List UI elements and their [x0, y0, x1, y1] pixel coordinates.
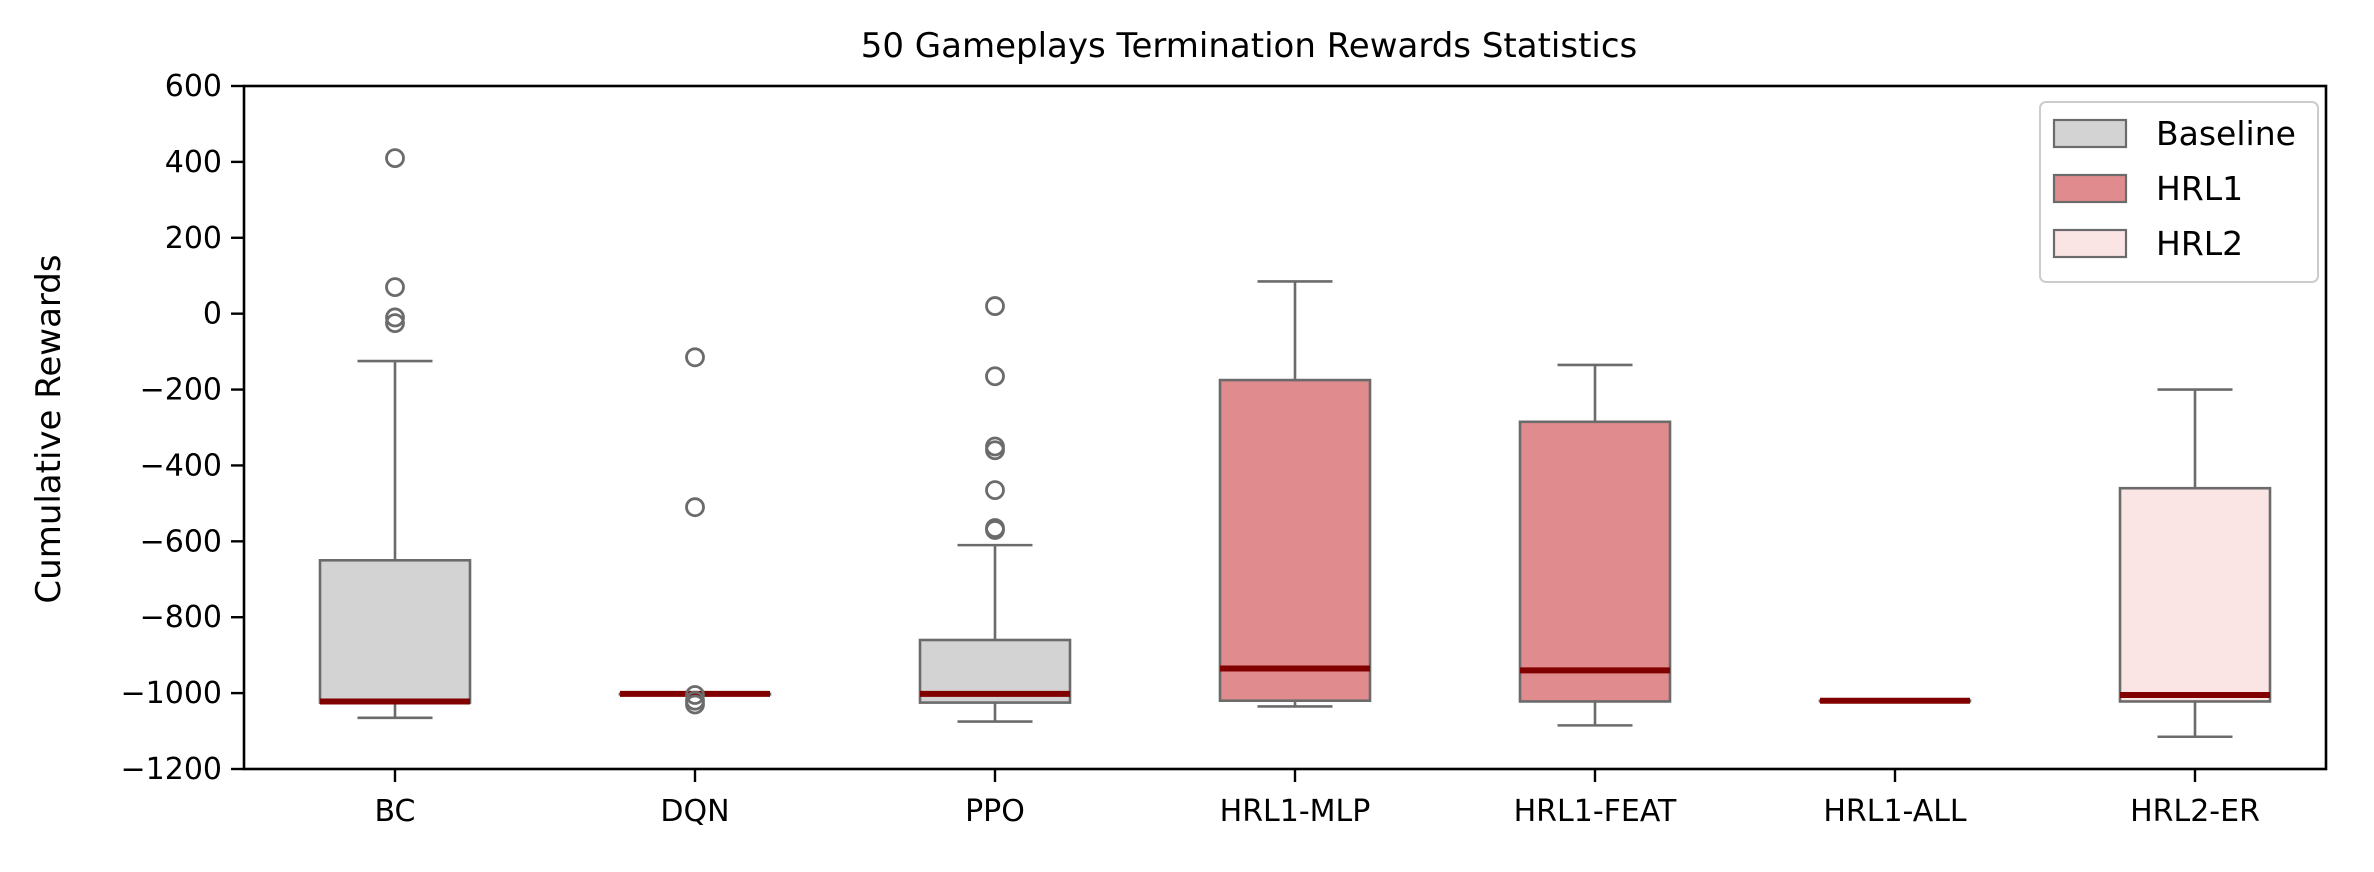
legend-swatch-baseline — [2052, 118, 2128, 149]
y-tick-label: −200 — [140, 373, 222, 408]
outlier-point — [685, 497, 705, 518]
y-tick-label: 600 — [165, 69, 222, 104]
y-tick-label: 0 — [203, 297, 222, 332]
outlier-point — [985, 366, 1005, 387]
iqr-box — [2118, 486, 2272, 703]
box-hrl1-feat — [1518, 363, 1672, 727]
outlier-point — [985, 520, 1005, 540]
x-tick-label: HRL2-ER — [2130, 794, 2260, 829]
y-tick-label: −1200 — [121, 752, 222, 787]
y-tick-label: −400 — [140, 448, 222, 483]
x-tick-label: PPO — [965, 794, 1025, 829]
outlier-point — [385, 313, 405, 334]
outlier-point — [985, 440, 1005, 461]
y-axis-label: Cumulative Rewards — [29, 254, 69, 603]
y-tick-label: 200 — [165, 221, 222, 256]
chart-title: 50 Gameplays Termination Rewards Statist… — [861, 26, 1638, 66]
plot-frame — [242, 84, 2328, 771]
legend-swatch-hrl2 — [2052, 228, 2128, 259]
iqr-box — [318, 559, 472, 704]
x-tick-label: DQN — [660, 794, 729, 829]
outlier-point — [685, 685, 705, 705]
legend-label-hrl2: HRL2 — [2156, 224, 2243, 263]
outlier-point — [685, 694, 705, 715]
legend-swatch-hrl1 — [2052, 173, 2128, 204]
plot-area — [318, 148, 2272, 739]
y-tick-label: −1000 — [121, 676, 222, 711]
legend: Baseline HRL1 HRL2 — [2039, 101, 2319, 283]
outlier-point — [385, 277, 405, 298]
iqr-box — [1518, 420, 1672, 703]
y-tick-label: −800 — [140, 600, 222, 635]
y-tick-label: −600 — [140, 524, 222, 559]
outlier-point — [985, 480, 1005, 501]
outlier-point — [385, 307, 405, 328]
box-hrl1-all — [1818, 697, 1972, 704]
x-tick-label: HRL1-MLP — [1220, 794, 1371, 829]
legend-label-baseline: Baseline — [2156, 114, 2296, 153]
outlier-point — [985, 296, 1005, 316]
y-tick-label: 400 — [165, 145, 222, 180]
x-tick-label: HRL1-ALL — [1823, 794, 1967, 829]
outlier-point — [385, 148, 405, 168]
legend-label-hrl1: HRL1 — [2156, 169, 2243, 208]
outlier-point — [685, 347, 705, 368]
x-tick-label: HRL1-FEAT — [1514, 794, 1677, 829]
x-tick-label: BC — [374, 794, 415, 829]
box-hrl1-mlp — [1218, 280, 1372, 708]
box-dqn — [618, 347, 772, 715]
box-hrl2-er — [2118, 388, 2272, 739]
box-bc — [318, 148, 472, 720]
box-ppo — [918, 296, 1072, 723]
iqr-box — [1218, 378, 1372, 703]
